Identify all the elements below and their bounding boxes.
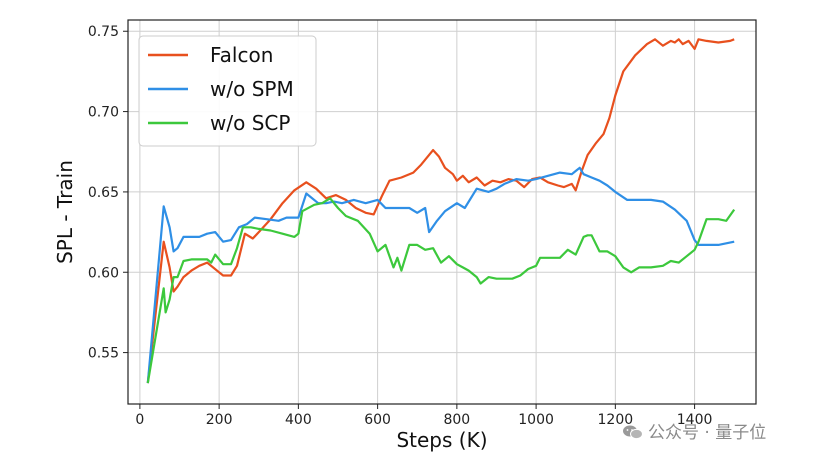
series-line-falcon [146,38,735,384]
x-tick-label: 400 [285,412,312,428]
y-tick-label: 0.75 [88,24,119,40]
x-tick-label: 200 [206,412,233,428]
series-lines [146,38,736,384]
legend-label: Falcon [210,43,273,67]
y-axis-label: SPL - Train [53,160,77,264]
y-tick-label: 0.70 [88,105,119,121]
legend-label: w/o SPM [210,77,294,101]
legend-label: w/o SCP [210,111,290,135]
x-tick-label: 0 [135,412,144,428]
axis-ticks: 0 200 400 600 800 1000 1200 1400 0.55 0.60 0.65 0.7… [88,24,713,428]
x-tick-label: 1200 [598,412,634,428]
legend: Falcon w/o SPM w/o SCP [138,35,317,147]
y-tick-label: 0.55 [88,346,119,362]
legend-box [138,35,317,147]
series-line-w-o-spm [146,166,735,384]
x-tick-label: 600 [364,412,391,428]
watermark: 公众号 · 量子位 [622,418,766,443]
x-tick-label: 1000 [518,412,554,428]
y-tick-label: 0.65 [88,185,119,201]
series-line-w-o-scp [146,197,736,384]
x-axis-label: Steps (K) [396,428,487,452]
x-tick-label: 1400 [677,412,713,428]
watermark-text: 公众号 · 量子位 [648,423,767,443]
y-tick-label: 0.60 [88,265,119,281]
plot-frame [127,19,757,405]
x-tick-label: 800 [443,412,470,428]
wechat-icon [623,425,643,440]
